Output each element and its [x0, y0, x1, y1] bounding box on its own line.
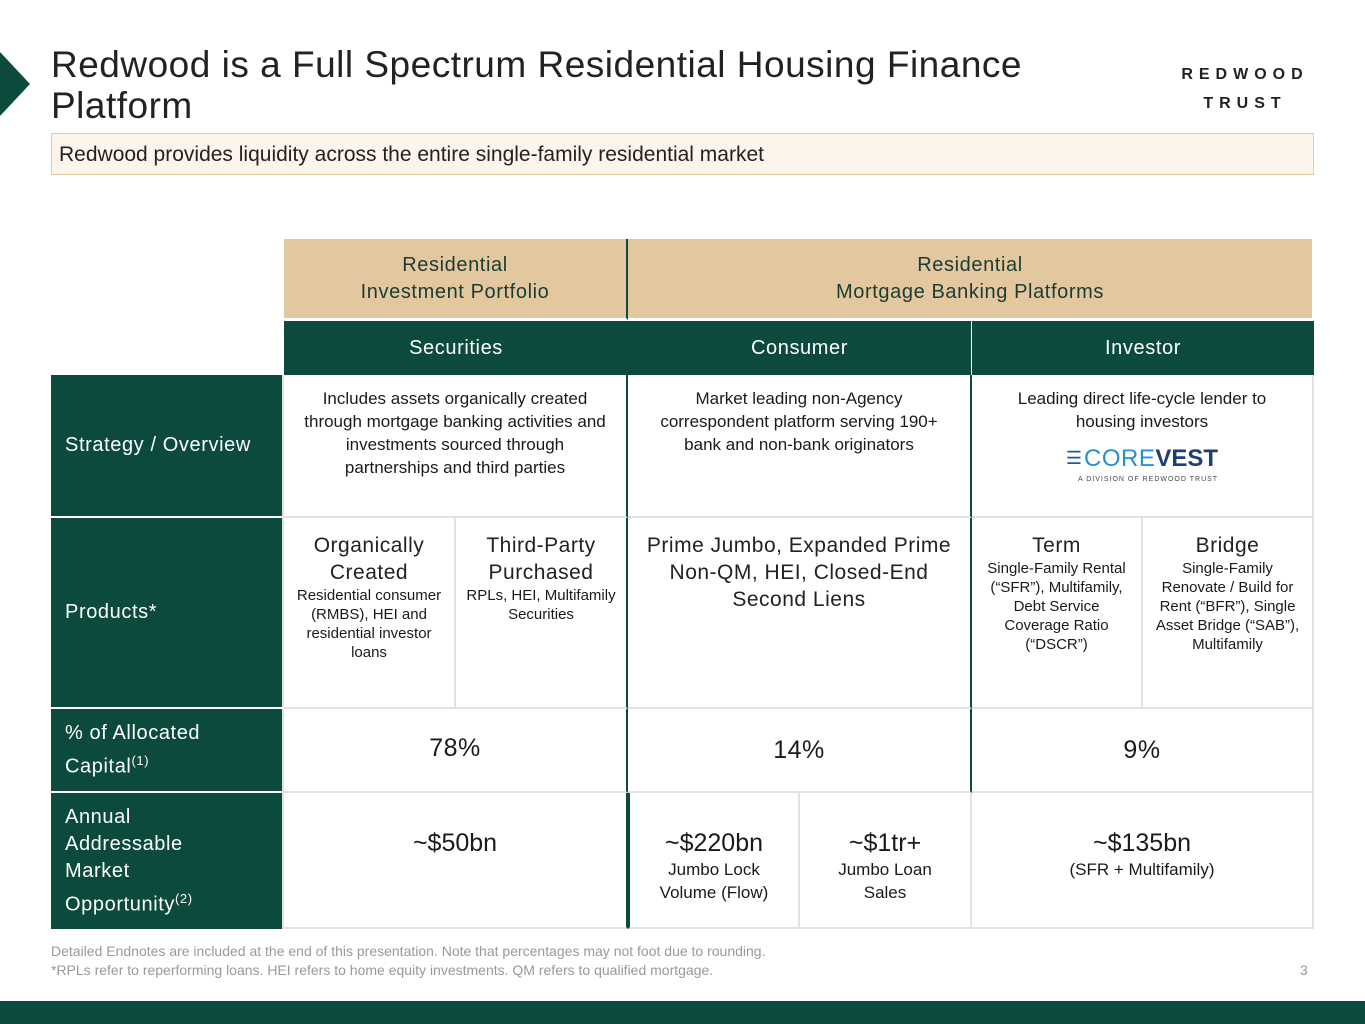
product-consumer: Prime Jumbo, Expanded Prime Non-QM, HEI,…: [628, 518, 972, 709]
subtitle-banner: Redwood provides liquidity across the en…: [51, 133, 1314, 175]
footnote-ref: (2): [175, 890, 193, 906]
product-title: Bridge: [1195, 534, 1260, 557]
label-text: Annual Addressable Market Opportunity: [65, 805, 183, 916]
tam-securities: ~$50bn: [284, 793, 628, 929]
page-number: 3: [1300, 962, 1308, 978]
footnote-ref: (1): [131, 752, 150, 768]
row-label-strategy: Strategy / Overview: [51, 375, 284, 518]
tam-sales: ~$1tr+ Jumbo Loan Sales: [800, 793, 972, 929]
product-desc: Residential consumer (RMBS), HEI and res…: [296, 587, 442, 661]
section-arrow-icon: [0, 52, 30, 116]
tam-value: ~$135bn: [1092, 829, 1192, 857]
header-line: Residential: [917, 253, 1023, 276]
row-label-products: Products*: [51, 518, 284, 709]
header-investment-portfolio: Residential Investment Portfolio: [284, 239, 628, 320]
strategy-investor: Leading direct life-cycle lender to hous…: [972, 375, 1314, 518]
row-label-pct: % of Allocated Capital(1): [51, 709, 284, 793]
label-text: % of Allocated Capital: [65, 721, 201, 778]
product-term: Term Single-Family Rental (“SFR”), Multif…: [972, 518, 1143, 709]
strategy-consumer: Market leading non-Agency correspondent …: [628, 375, 972, 518]
product-desc: RPLs, HEI, Multifamily Securities: [466, 587, 616, 623]
page-title: Redwood is a Full Spectrum Residential H…: [51, 44, 1022, 126]
product-desc: Single-Family Rental (“SFR”), Multifamil…: [987, 560, 1126, 653]
strategy-securities: Includes assets organically created thro…: [284, 375, 628, 518]
strategy-investor-text: Leading direct life-cycle lender to hous…: [1017, 389, 1267, 431]
footer-bar: [0, 1001, 1365, 1024]
corevest-tagline: A DIVISION OF REDWOOD TRUST: [1078, 476, 1219, 483]
product-title: Organically Created: [313, 534, 425, 584]
tam-investor: ~$135bn (SFR + Multifamily): [972, 793, 1314, 929]
logo-line: REDWOOD: [1181, 66, 1309, 83]
header-line: Investment Portfolio: [360, 280, 550, 303]
tam-desc: (SFR + Multifamily): [1069, 860, 1215, 879]
product-bridge: Bridge Single-Family Renovate / Build for…: [1143, 518, 1314, 709]
corevest-bricks-icon: ☰: [1065, 448, 1082, 468]
tam-desc: Jumbo Loan Sales: [838, 860, 932, 902]
logo-line: TRUST: [1203, 95, 1287, 112]
pct-investor: 9%: [972, 709, 1314, 793]
product-organic: Organically Created Residential consumer …: [284, 518, 456, 709]
pct-securities: 78%: [284, 709, 628, 793]
product-thirdparty: Third-Party Purchased RPLs, HEI, Multifam…: [456, 518, 628, 709]
subheader-securities: Securities: [284, 321, 628, 375]
pct-consumer: 14%: [628, 709, 972, 793]
redwood-trust-logo: REDWOOD TRUST: [1170, 60, 1320, 118]
tam-flow: ~$220bn Jumbo Lock Volume (Flow): [628, 793, 800, 929]
tam-desc: Jumbo Lock Volume (Flow): [659, 860, 769, 902]
footnotes: Detailed Endnotes are included at the en…: [51, 942, 765, 980]
product-desc: Single-Family Renovate / Build for Rent …: [1155, 560, 1300, 653]
header-mortgage-banking: Residential Mortgage Banking Platforms: [628, 239, 1314, 320]
row-label-tam: Annual Addressable Market Opportunity(2): [51, 793, 284, 929]
footnote: *RPLs refer to reperforming loans. HEI r…: [51, 962, 714, 978]
footnote: Detailed Endnotes are included at the en…: [51, 943, 766, 959]
subheader-investor: Investor: [972, 321, 1314, 375]
product-title: Third-Party Purchased: [486, 534, 596, 584]
header-line: Residential: [402, 253, 508, 276]
tam-value: ~$1tr+: [848, 829, 922, 857]
header-line: Mortgage Banking Platforms: [836, 280, 1104, 303]
product-title: Term: [1032, 534, 1081, 557]
tam-value: ~$220bn: [664, 829, 764, 857]
product-title: Prime Jumbo, Expanded Prime Non-QM, HEI,…: [646, 534, 952, 611]
subheader-consumer: Consumer: [628, 321, 971, 375]
corevest-logo: ☰ CORE VEST A DIVISION OF REDWOOD TRUST: [1066, 447, 1218, 491]
